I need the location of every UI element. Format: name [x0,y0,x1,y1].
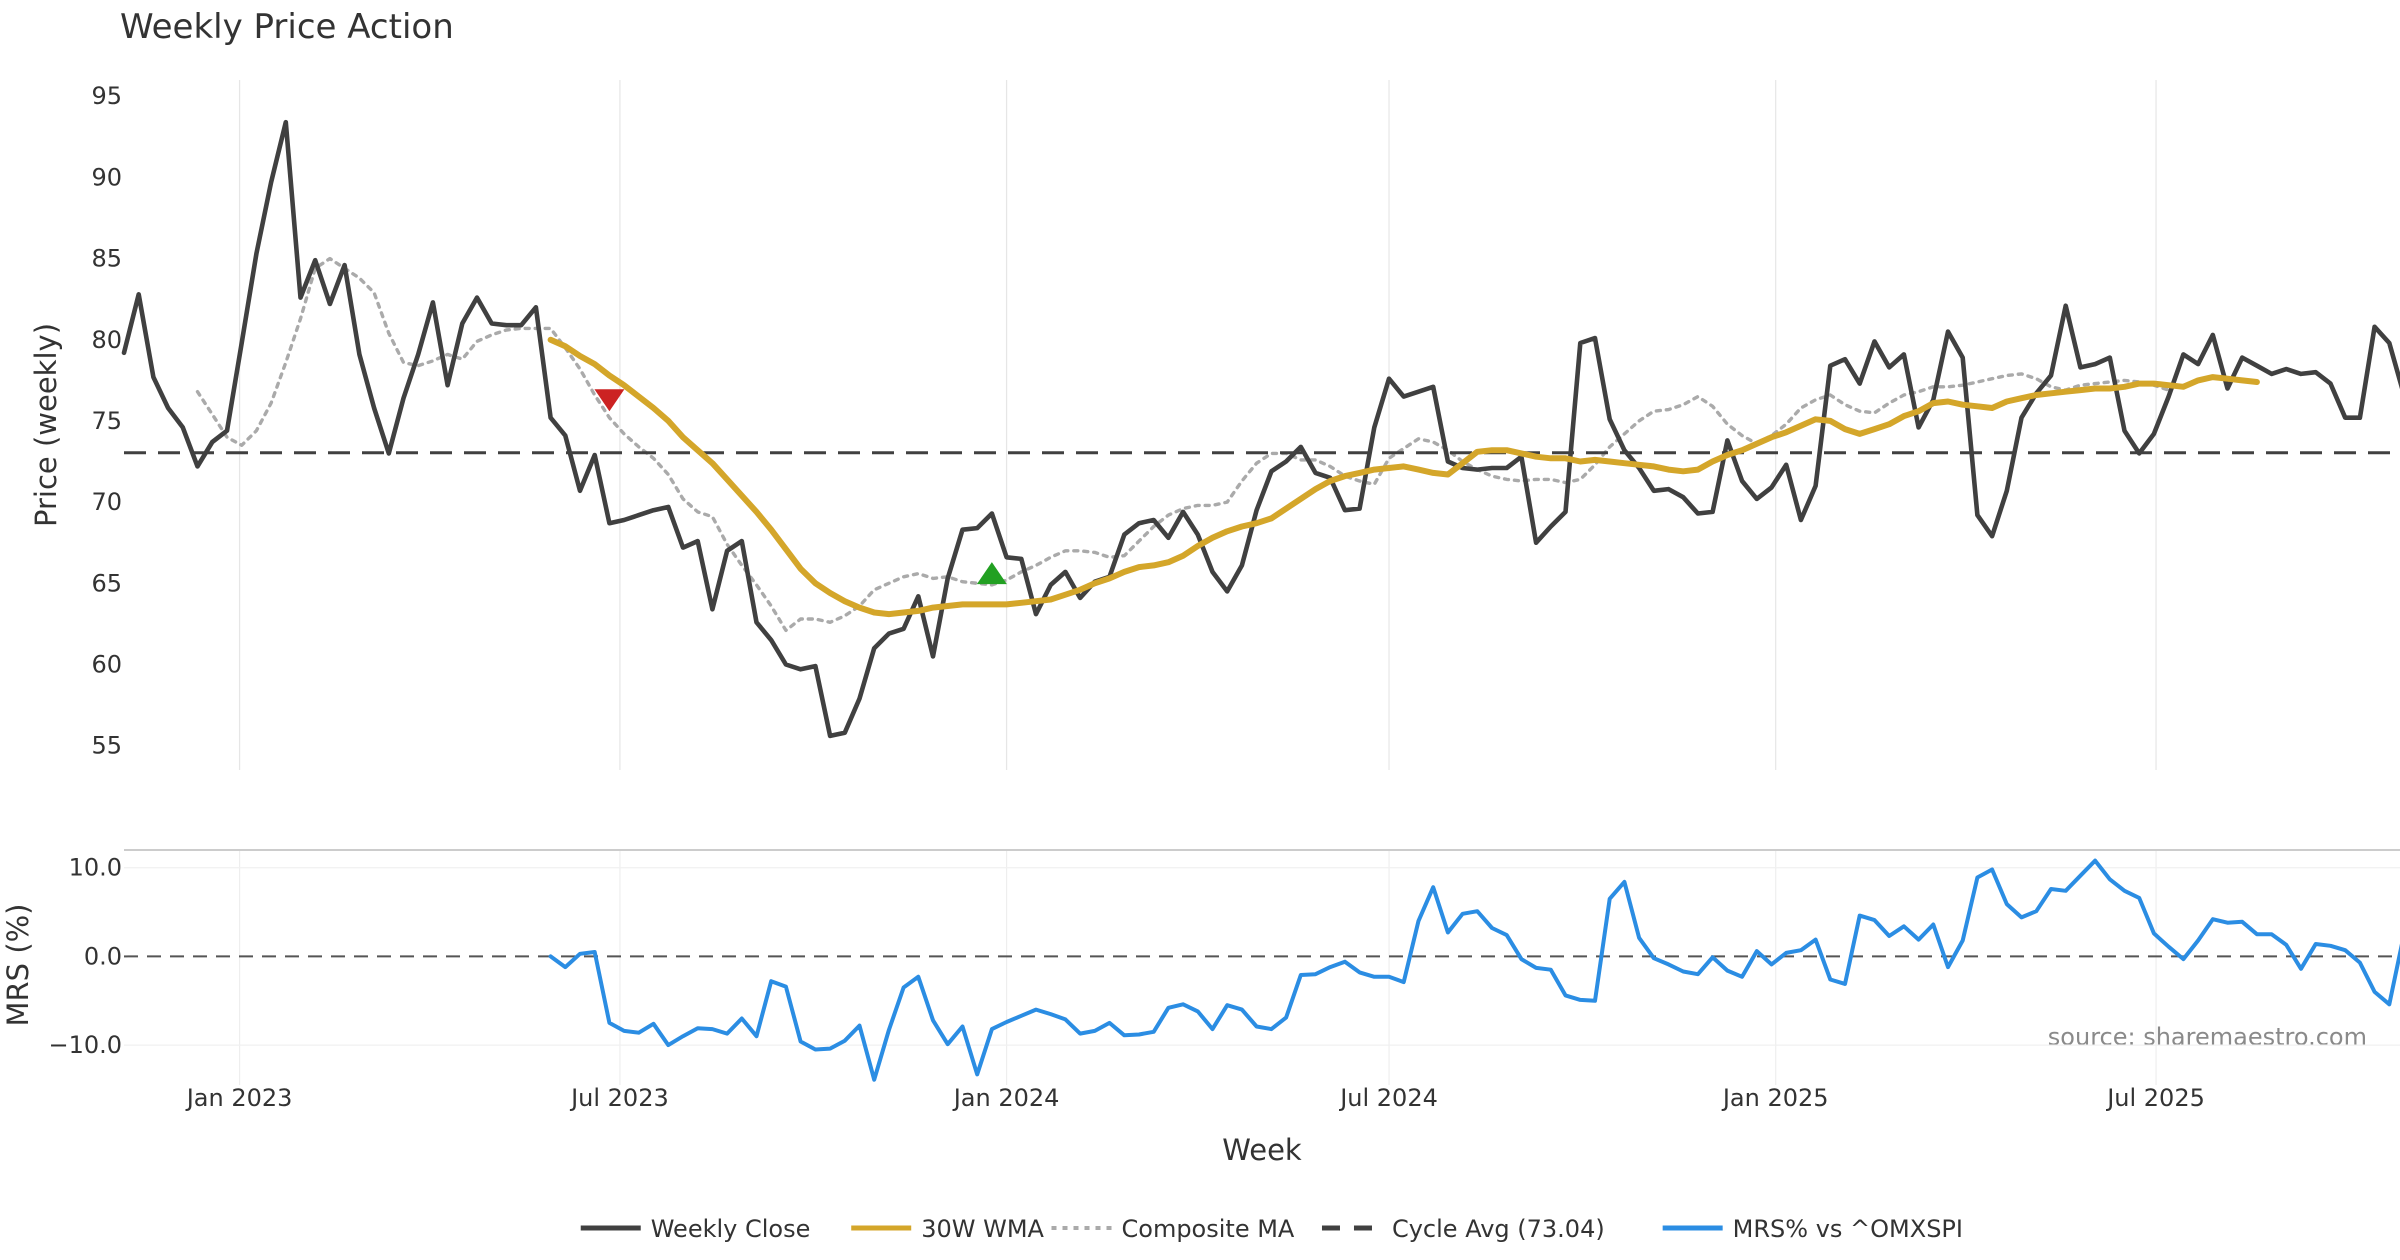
price-y-tick-label: 55 [91,732,122,760]
source-note: source: sharemaestro.com [2048,1023,2367,1051]
price-y-tick-label: 75 [91,407,122,435]
x-tick-label: Jan 2023 [185,1084,293,1112]
price-y-tick-label: 85 [91,245,122,273]
price-y-tick-label: 90 [91,163,122,191]
series-composite-ma-line [195,256,2171,633]
legend-label: Weekly Close [651,1215,811,1243]
legend-label: Composite MA [1122,1215,1295,1243]
mrs-y-tick-label: −10.0 [48,1031,122,1059]
price-y-tick-label: 65 [91,569,122,597]
legend-label: Cycle Avg (73.04) [1392,1215,1605,1243]
legend-label: MRS% vs ^OMXSPI [1733,1215,1963,1243]
x-axis-label: Week [1222,1133,1302,1167]
price-y-axis-label: Price (weekly) [29,323,63,527]
mrs-y-tick-label: 0.0 [84,942,122,970]
price-y-tick-label: 95 [91,82,122,110]
sell-signal-marker [594,389,625,412]
axis-ticks: Jan 2023 Jul 2023 Jan 2024 Jul 2024 Jan 2025… [48,82,2204,1112]
legend: Weekly Close 30W WMA Composite MA Cycle Avg… [580,1215,1963,1243]
chart-title: Weekly Price Action [120,7,454,47]
mrs-y-tick-label: 10.0 [69,854,122,882]
x-tick-label: Jul 2024 [1338,1084,1438,1112]
x-tick-label: Jul 2025 [2105,1084,2205,1112]
mrs-y-axis-label: MRS (%) [1,904,35,1027]
series-30w-wma-line [547,336,2260,618]
x-tick-label: Jan 2024 [952,1084,1060,1112]
price-y-tick-label: 80 [91,326,122,354]
x-tick-label: Jul 2023 [569,1084,669,1112]
price-y-tick-label: 60 [91,650,122,678]
x-tick-label: Jan 2025 [1721,1084,1829,1112]
series-layer [121,119,2400,1082]
legend-label: 30W WMA [921,1215,1044,1243]
series-mrs-vs-omxspi-line [548,858,2400,1082]
buy-signal-marker [976,562,1007,585]
gridlines [124,80,2400,1085]
price-y-tick-label: 70 [91,488,122,516]
series-weekly-close-line [121,119,2400,739]
